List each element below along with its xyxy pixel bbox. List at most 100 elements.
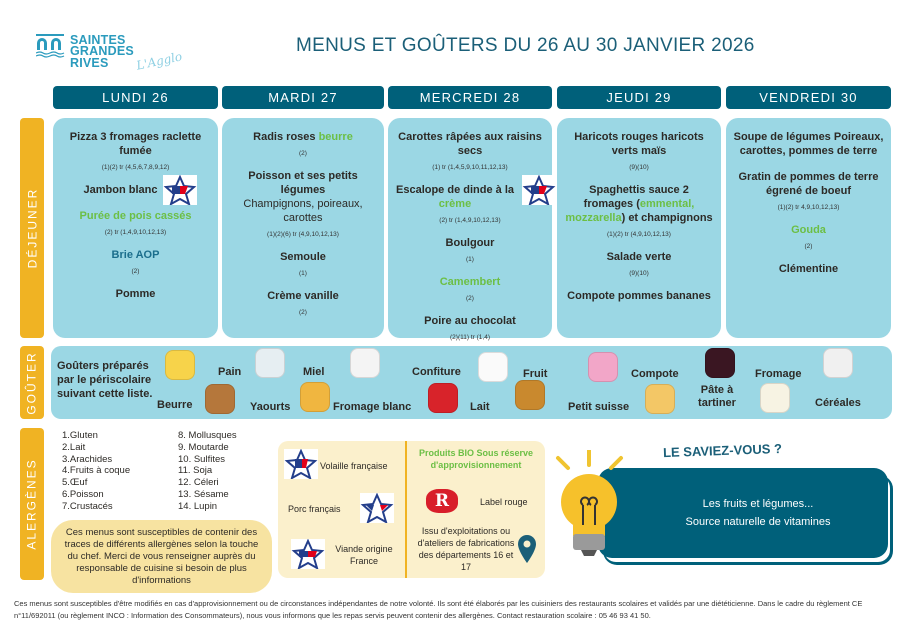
menu-item: Purée de pois cassés — [80, 209, 192, 223]
gouter-item-label: Beurre — [157, 399, 193, 411]
allergen-codes: (1)(2) tr (4,9,10,12,13) — [607, 231, 671, 238]
section-allergenes: ALERGÈNES — [20, 428, 44, 580]
petit-suisse-icon — [588, 352, 618, 382]
allergen-item: 9. Moutarde — [178, 441, 229, 453]
allergen-item: 2.Lait — [62, 441, 86, 453]
menu-item-text: Salade verte — [606, 251, 672, 263]
bread-icon — [205, 384, 235, 414]
gouter-panel: Goûters préparés par le périscolaire sui… — [51, 346, 892, 419]
section-gouter: GOÛTER — [20, 346, 44, 419]
logo-line2: GRANDES RIVES — [70, 44, 134, 70]
allergen-item: 4.Fruits à coque — [62, 465, 131, 477]
allergen-item: 10. Sulfites — [178, 453, 225, 465]
section-label: ALERGÈNES — [25, 458, 40, 550]
footer-disclaimer: Ces menus sont susceptibles d'être modif… — [14, 599, 863, 620]
allergen-item: 6.Poisson — [62, 488, 104, 500]
cereal-box-icon — [823, 348, 853, 378]
menu-item: Radis roses beurre — [253, 130, 353, 144]
menu-item: Salade verte — [607, 250, 672, 264]
menu-item-text: Poisson et ses petits légumes — [248, 170, 358, 196]
fruit-basket-icon — [515, 380, 545, 410]
label-bio: Produits BIO Sous réserve d'approvisionn… — [418, 448, 534, 470]
volaille-label-logo — [522, 174, 556, 207]
allergen-item: 5.Œuf — [62, 477, 88, 489]
did-you-know-title: LE SAVIEZ-VOUS ? — [662, 440, 783, 461]
label-rouge-logo: R — [426, 489, 458, 513]
milk-icon — [478, 352, 508, 382]
menu-item: Soupe de légumes Poireaux, carottes, pom… — [732, 130, 885, 158]
menu-item-text: Semoule — [280, 251, 326, 263]
allergen-codes: (1)(2)(6) tr (4,9,10,12,13) — [267, 231, 339, 238]
allergen-item: 12. Céleri — [178, 477, 219, 489]
allergen-list-2: 8. Mollusques 9. Moutarde 10. Sulfites 11. … — [178, 430, 237, 513]
allergen-codes: (1) tr (1,4,5,9,10,11,12,13) — [432, 164, 508, 171]
menu-item: Spaghettis sauce 2 fromages (emmental, m… — [563, 183, 715, 225]
section-label: GOÛTER — [25, 350, 39, 415]
spread-jar-icon — [705, 348, 735, 378]
menu-item: Gratin de pommes de terre égrené de boeu… — [732, 170, 885, 198]
menu-item-text: Radis roses — [253, 131, 319, 143]
menu-item-text: Spaghettis sauce 2 fromages ( — [583, 184, 689, 210]
butter-icon — [165, 350, 195, 380]
gouter-item-label: Confiture — [412, 366, 461, 378]
menu-item-text: Purée de pois cassés — [79, 210, 192, 222]
menu-item: Haricots rouges haricots verts maïs — [563, 130, 715, 158]
section-dejeuner: DÉJEUNER — [20, 118, 44, 338]
allergen-item: 3.Arachides — [62, 453, 113, 465]
menu-item-text: Poire au chocolat — [424, 315, 516, 327]
menu-item: Escalope de dinde à la crème — [394, 174, 556, 211]
allergen-codes: (2) tr (1,4,9,10,12,13) — [439, 217, 501, 224]
gouter-intro: Goûters préparés par le périscolaire sui… — [57, 360, 153, 400]
allergen-codes: (2) — [299, 150, 307, 157]
menu-item-text: Pomme — [115, 288, 156, 300]
camembert-icon — [760, 383, 790, 413]
did-you-know-line2: Source naturelle de vitamines — [685, 516, 831, 528]
gouter-item-label: Compote — [631, 368, 679, 380]
allergen-codes: (1) — [299, 270, 307, 277]
menu-item-text: Soupe de légumes Poireaux, carottes, pom… — [733, 131, 884, 157]
menu-item: Clémentine — [779, 262, 838, 276]
label-label-rouge: Label rouge — [480, 497, 528, 507]
menu-item-text: Carottes râpées aux raisins secs — [398, 131, 542, 157]
allergen-codes: (9)(10) — [629, 164, 649, 171]
page-title: MENUS ET GOÛTERS DU 26 AU 30 JANVIER 202… — [296, 35, 755, 56]
allergen-codes: (2) — [131, 268, 140, 275]
menu-item-text: ) et champignons — [621, 212, 713, 224]
menu-item: Pizza 3 fromages raclette fumée — [59, 130, 212, 158]
menu-item-detail: Champignons, poireaux, carottes — [243, 198, 363, 224]
porc-label-logo — [163, 174, 198, 207]
yogurt-icon — [255, 348, 285, 378]
allergen-codes: (2) — [466, 295, 474, 302]
allergen-codes: (2) tr (1,4,9,10,12,13) — [104, 229, 167, 236]
day-header: MERCREDI 28 — [388, 86, 552, 109]
allergen-codes: (1)(2) tr 4,9,10,12,13) — [777, 204, 840, 211]
day-header: LUNDI 26 — [53, 86, 218, 109]
day-menu-card: Radis roses beurre (2) Poisson et ses peti… — [222, 118, 384, 338]
allergen-note: Ces menus sont susceptibles de contenir … — [51, 520, 272, 593]
menu-item: Pomme — [116, 287, 156, 301]
menu-item-text: Camembert — [439, 276, 501, 288]
did-you-know-box: Les fruits et légumes... Source naturell… — [598, 468, 888, 558]
gouter-item-label: Miel — [303, 366, 325, 378]
section-label: DÉJEUNER — [25, 187, 39, 269]
allergen-codes: (9)(10) — [629, 270, 649, 277]
labels-legend: Volaille française Porc français Viande … — [278, 441, 545, 578]
menu-item-text: crème — [438, 198, 472, 210]
honey-icon — [300, 382, 330, 412]
allergen-item: 13. Sésame — [178, 488, 229, 500]
menu-item-text: Crème vanille — [267, 290, 339, 302]
viande-france-logo — [291, 538, 325, 571]
did-you-know-line1: Les fruits et légumes... — [702, 498, 814, 510]
menu-item-text: Compote pommes bananes — [567, 290, 711, 302]
menu-item-text: emmental, mozzarella — [565, 198, 695, 224]
allergen-item: 8. Mollusques — [178, 430, 237, 441]
menu-item: Jambon blanc — [84, 174, 198, 207]
allergen-codes: (2) — [299, 309, 307, 316]
logo-line1: SAINTES — [70, 33, 126, 47]
label-porc: Porc français — [288, 504, 341, 514]
menu-item: Gouda — [791, 223, 826, 237]
label-local: Issu d'exploitations ou d'ateliers de fa… — [417, 526, 515, 572]
logo: SAINTES GRANDES RIVES L'Agglo — [36, 32, 183, 82]
menu-item-text: Boulgour — [445, 237, 495, 249]
allergen-codes: (1)(2) tr (4,5,6,7,8,9,12) — [101, 164, 170, 171]
